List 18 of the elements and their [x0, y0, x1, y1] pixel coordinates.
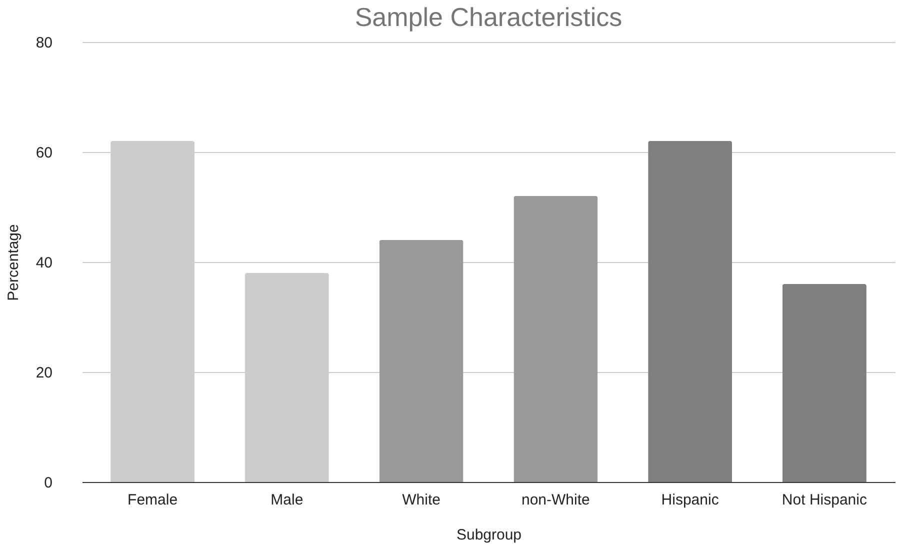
- y-tick-label: 0: [44, 474, 52, 492]
- y-tick-label: 60: [36, 144, 52, 162]
- x-tick-label: Hispanic: [661, 492, 720, 508]
- chart-title: Sample Characteristics: [354, 2, 622, 32]
- bar: [514, 196, 598, 482]
- y-tick-label: 80: [36, 34, 52, 52]
- x-axis-title: Subgroup: [456, 526, 522, 544]
- y-tick-label: 20: [36, 364, 52, 382]
- x-tick-label: White: [402, 492, 440, 508]
- x-tick-label: Male: [270, 492, 304, 508]
- y-tick-label: 40: [36, 254, 52, 272]
- bar: [782, 284, 866, 482]
- x-tick-label: non-White: [522, 492, 590, 508]
- y-axis-title: Percentage: [4, 224, 22, 301]
- bar: [379, 240, 464, 482]
- bar: [648, 141, 732, 482]
- x-tick-label: Female: [128, 492, 178, 508]
- x-tick-label: Not Hispanic: [782, 492, 868, 508]
